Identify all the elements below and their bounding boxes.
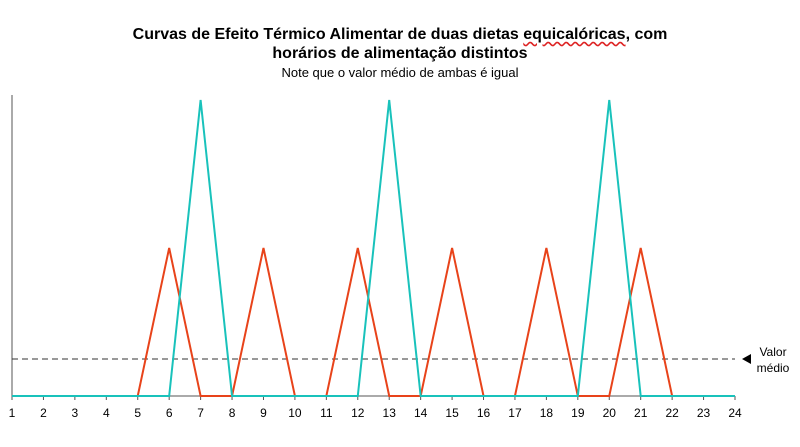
x-tick-label: 7 [197,406,204,420]
x-tick-label: 10 [288,406,302,420]
x-tick-label: 22 [665,406,679,420]
x-tick-label: 5 [134,406,141,420]
x-tick-label: 21 [634,406,648,420]
title-part-2: equicalóricas [523,26,626,43]
x-tick-label: 15 [445,406,459,420]
x-tick-label: 23 [697,406,711,420]
x-tick-label: 14 [414,406,428,420]
average-label-line-1: Valor [759,345,786,359]
x-tick-label: 4 [103,406,110,420]
x-tick-label: 6 [166,406,173,420]
average-arrow-icon [742,354,751,364]
x-tick-label: 2 [40,406,47,420]
x-tick-label: 12 [351,406,365,420]
chart-title-line-1: Curvas de Efeito Térmico Alimentar de du… [0,26,800,44]
series-2-line [12,99,735,397]
chart-subtitle: Note que o valor médio de ambas é igual [281,65,519,80]
x-tick-label: 9 [260,406,267,420]
x-tick-label: 1 [9,406,16,420]
x-tick-label: 24 [728,406,742,420]
x-tick-label: 19 [571,406,585,420]
x-tick-label: 8 [229,406,236,420]
title-part-1: Curvas de Efeito Térmico Alimentar de du… [132,26,524,43]
chart-title-line-2: horários de alimentação distintos [272,45,528,62]
title-part-3: , com [625,26,668,43]
average-label-line-2: médio [757,361,790,375]
x-tick-label: 13 [383,406,397,420]
x-tick-label: 3 [72,406,79,420]
x-tick-label: 20 [603,406,617,420]
x-tick-label: 18 [540,406,554,420]
x-tick-label: 11 [320,406,333,420]
x-tick-label: 16 [477,406,491,420]
x-tick-label: 17 [508,406,522,420]
